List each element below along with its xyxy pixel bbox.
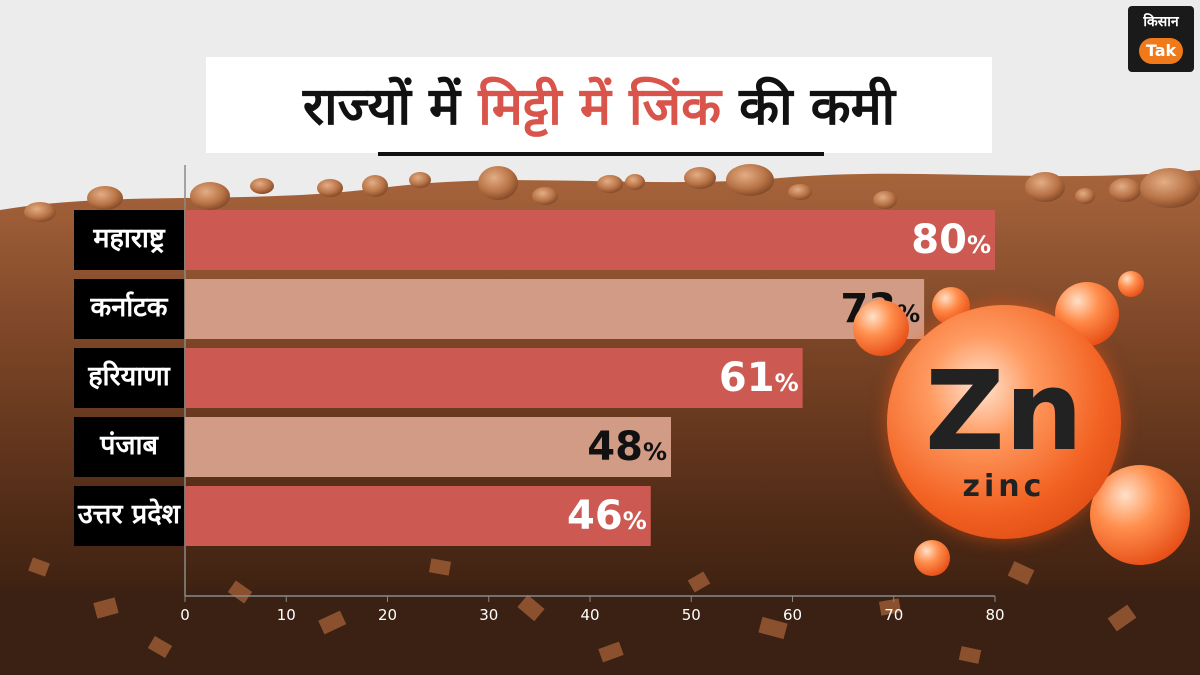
value-label: 48% [587,417,667,477]
zinc-name: zinc [962,469,1046,504]
bubble-decoration [853,300,909,356]
bar [185,348,803,408]
value-suffix: % [774,369,799,397]
title-box: राज्यों में मिट्टी में जिंक की कमी [206,57,992,153]
logo-text-hindi: किसान [1143,14,1179,30]
value-label: 46% [567,486,647,546]
zinc-symbol: Zn [924,347,1084,475]
zinc-element-orb: Zn zinc [887,305,1121,539]
x-tick-label: 20 [378,606,397,624]
value-number: 48 [587,424,643,470]
value-suffix: % [966,231,991,259]
category-label: पंजाब [74,417,184,477]
bar [185,486,651,546]
value-suffix: % [642,438,667,466]
value-label: 61% [719,348,799,408]
title-underline [378,152,824,156]
logo-text-tak: Tak [1139,38,1183,64]
x-tick-label: 10 [277,606,296,624]
bubble-decoration [914,540,950,576]
x-tick-label: 40 [580,606,599,624]
category-label: उत्तर प्रदेश [74,486,184,546]
x-tick-label: 30 [479,606,498,624]
value-suffix: % [622,507,647,535]
category-label: हरियाणा [74,348,184,408]
kisan-tak-logo: किसान Tak [1128,6,1194,72]
title-part-highlight: मिट्टी में जिंक [478,77,722,137]
chart-title: राज्यों में मिट्टी में जिंक की कमी [206,69,992,140]
title-part-1: राज्यों में [302,77,479,137]
x-tick-label: 80 [985,606,1004,624]
title-part-3: की कमी [721,77,896,137]
x-tick-label: 50 [682,606,701,624]
x-tick-label: 0 [180,606,190,624]
value-number: 61 [718,355,775,401]
x-tick-label: 60 [783,606,802,624]
value-number: 46 [567,493,623,539]
bar [185,279,925,339]
value-number: 80 [911,217,967,263]
value-label: 80% [911,210,991,270]
category-label: महाराष्ट्र [74,210,184,270]
bar [185,417,671,477]
bubble-decoration [1118,271,1144,297]
category-label: कर्नाटक [74,279,184,339]
x-tick-label: 70 [884,606,903,624]
bar [185,210,995,270]
bubble-decoration [1090,465,1190,565]
